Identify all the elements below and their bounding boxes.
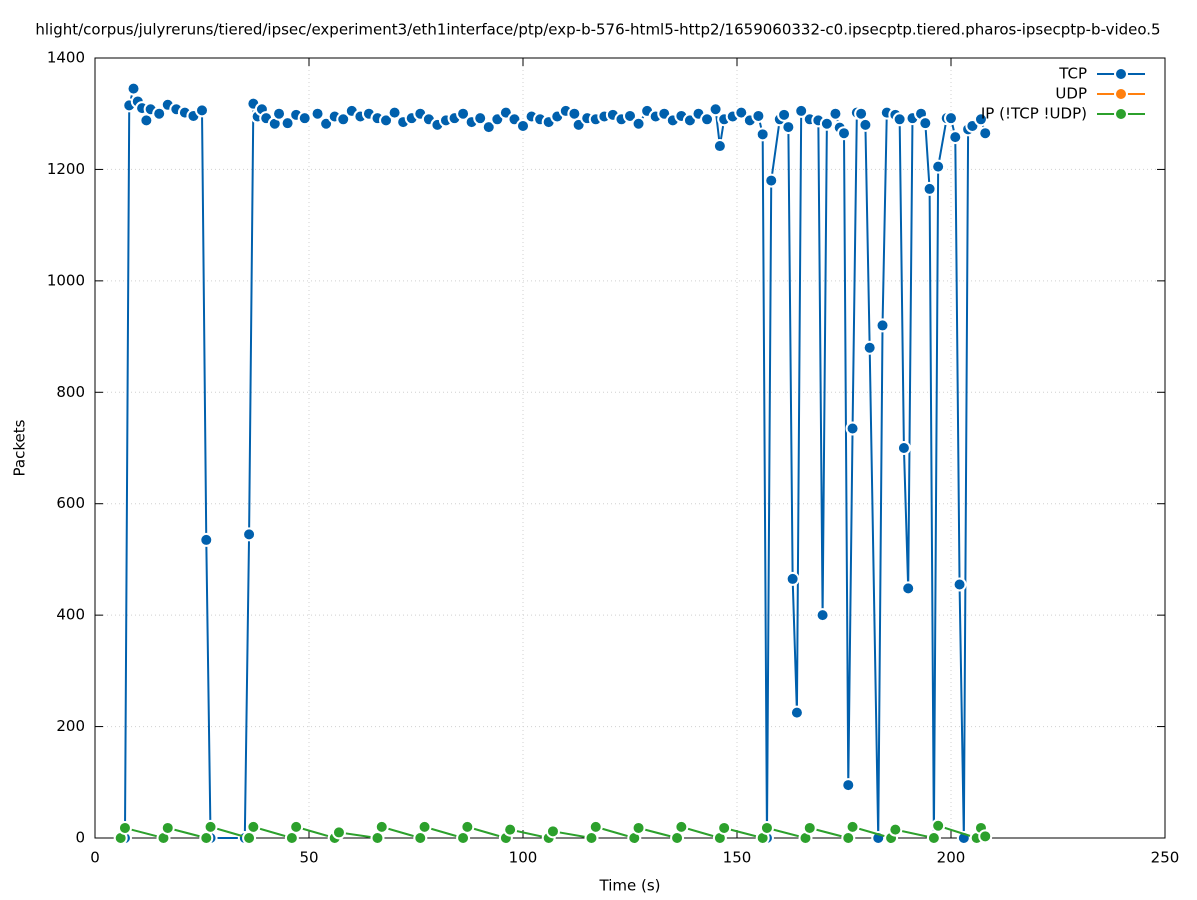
data-point — [712, 139, 727, 154]
data-point — [631, 820, 646, 835]
data-point — [199, 532, 214, 547]
data-point — [117, 820, 132, 835]
data-point — [789, 705, 804, 720]
data-point — [152, 106, 167, 121]
data-point — [785, 571, 800, 586]
data-point — [837, 126, 851, 141]
data-point — [781, 120, 796, 135]
x-tick-label: 200 — [937, 849, 966, 867]
y-tick-label: 200 — [56, 717, 85, 735]
data-point — [700, 112, 715, 127]
data-point — [828, 106, 843, 121]
y-axis-label: Packets — [11, 419, 29, 476]
data-point — [875, 318, 890, 333]
data-point — [734, 105, 749, 120]
data-point — [794, 103, 809, 118]
data-point — [481, 120, 496, 135]
data-point — [926, 831, 941, 845]
data-point — [379, 113, 394, 128]
data-point — [862, 340, 877, 355]
x-axis-label: Time (s) — [599, 877, 661, 895]
data-point — [297, 111, 312, 126]
data-point — [374, 819, 389, 834]
data-point — [195, 103, 209, 118]
data-point — [944, 111, 958, 126]
data-point — [272, 106, 287, 121]
data-point — [931, 159, 946, 174]
data-point — [764, 173, 779, 188]
data-point — [948, 130, 963, 145]
data-point — [331, 825, 346, 840]
data-point — [545, 824, 560, 839]
legend-swatch — [1114, 87, 1128, 101]
data-point — [674, 819, 689, 834]
data-point — [931, 818, 946, 833]
y-tick-label: 1000 — [47, 271, 85, 289]
data-point — [242, 527, 257, 542]
legend-label: IP (!TCP !UDP) — [981, 105, 1087, 123]
x-tick-label: 100 — [509, 849, 538, 867]
data-point — [473, 111, 488, 126]
data-point — [777, 107, 792, 122]
x-tick-label: 150 — [723, 849, 752, 867]
data-point — [623, 108, 637, 123]
data-point — [160, 820, 175, 835]
data-point — [901, 581, 916, 596]
data-point — [460, 819, 475, 834]
data-point — [952, 577, 967, 592]
data-point — [126, 81, 141, 96]
data-point — [203, 819, 218, 834]
data-point — [819, 116, 834, 131]
x-tick-label: 0 — [90, 849, 100, 867]
chart-title: hlight/corpus/julyreruns/tiered/ipsec/ex… — [35, 21, 1160, 39]
data-point — [417, 819, 432, 834]
data-point — [280, 116, 295, 131]
y-tick-label: 800 — [56, 383, 85, 401]
legend-label: UDP — [1055, 85, 1087, 103]
data-point — [978, 126, 993, 141]
data-point — [858, 117, 873, 132]
y-tick-label: 1200 — [47, 160, 85, 178]
y-tick-label: 1400 — [47, 49, 85, 67]
data-point — [922, 181, 937, 196]
data-point — [815, 608, 830, 623]
legend-label: TCP — [1058, 65, 1087, 83]
data-point — [918, 116, 933, 131]
data-point — [759, 820, 774, 835]
data-point — [755, 127, 770, 142]
legend-swatch — [1114, 107, 1128, 121]
data-point — [896, 441, 911, 455]
data-point — [387, 105, 402, 120]
x-tick-label: 50 — [299, 849, 318, 867]
data-point — [246, 819, 261, 834]
data-point — [802, 820, 817, 835]
y-tick-label: 400 — [56, 606, 85, 624]
data-point — [310, 106, 325, 121]
data-point — [841, 778, 856, 793]
data-point — [289, 819, 304, 834]
data-point — [751, 108, 766, 123]
data-point — [516, 118, 530, 133]
data-point — [845, 421, 860, 436]
x-tick-label: 250 — [1151, 849, 1180, 867]
data-point — [845, 819, 860, 834]
y-tick-label: 600 — [56, 494, 85, 512]
legend-swatch — [1114, 67, 1128, 81]
data-point — [456, 106, 471, 121]
data-point — [892, 112, 907, 127]
y-tick-label: 0 — [75, 829, 85, 847]
data-point — [631, 116, 646, 131]
data-point — [717, 820, 732, 835]
data-point — [708, 102, 723, 117]
data-point — [978, 829, 993, 844]
data-point — [973, 112, 988, 127]
data-point — [888, 822, 903, 837]
data-point — [588, 819, 603, 834]
data-point — [336, 112, 351, 127]
data-point — [503, 822, 518, 837]
